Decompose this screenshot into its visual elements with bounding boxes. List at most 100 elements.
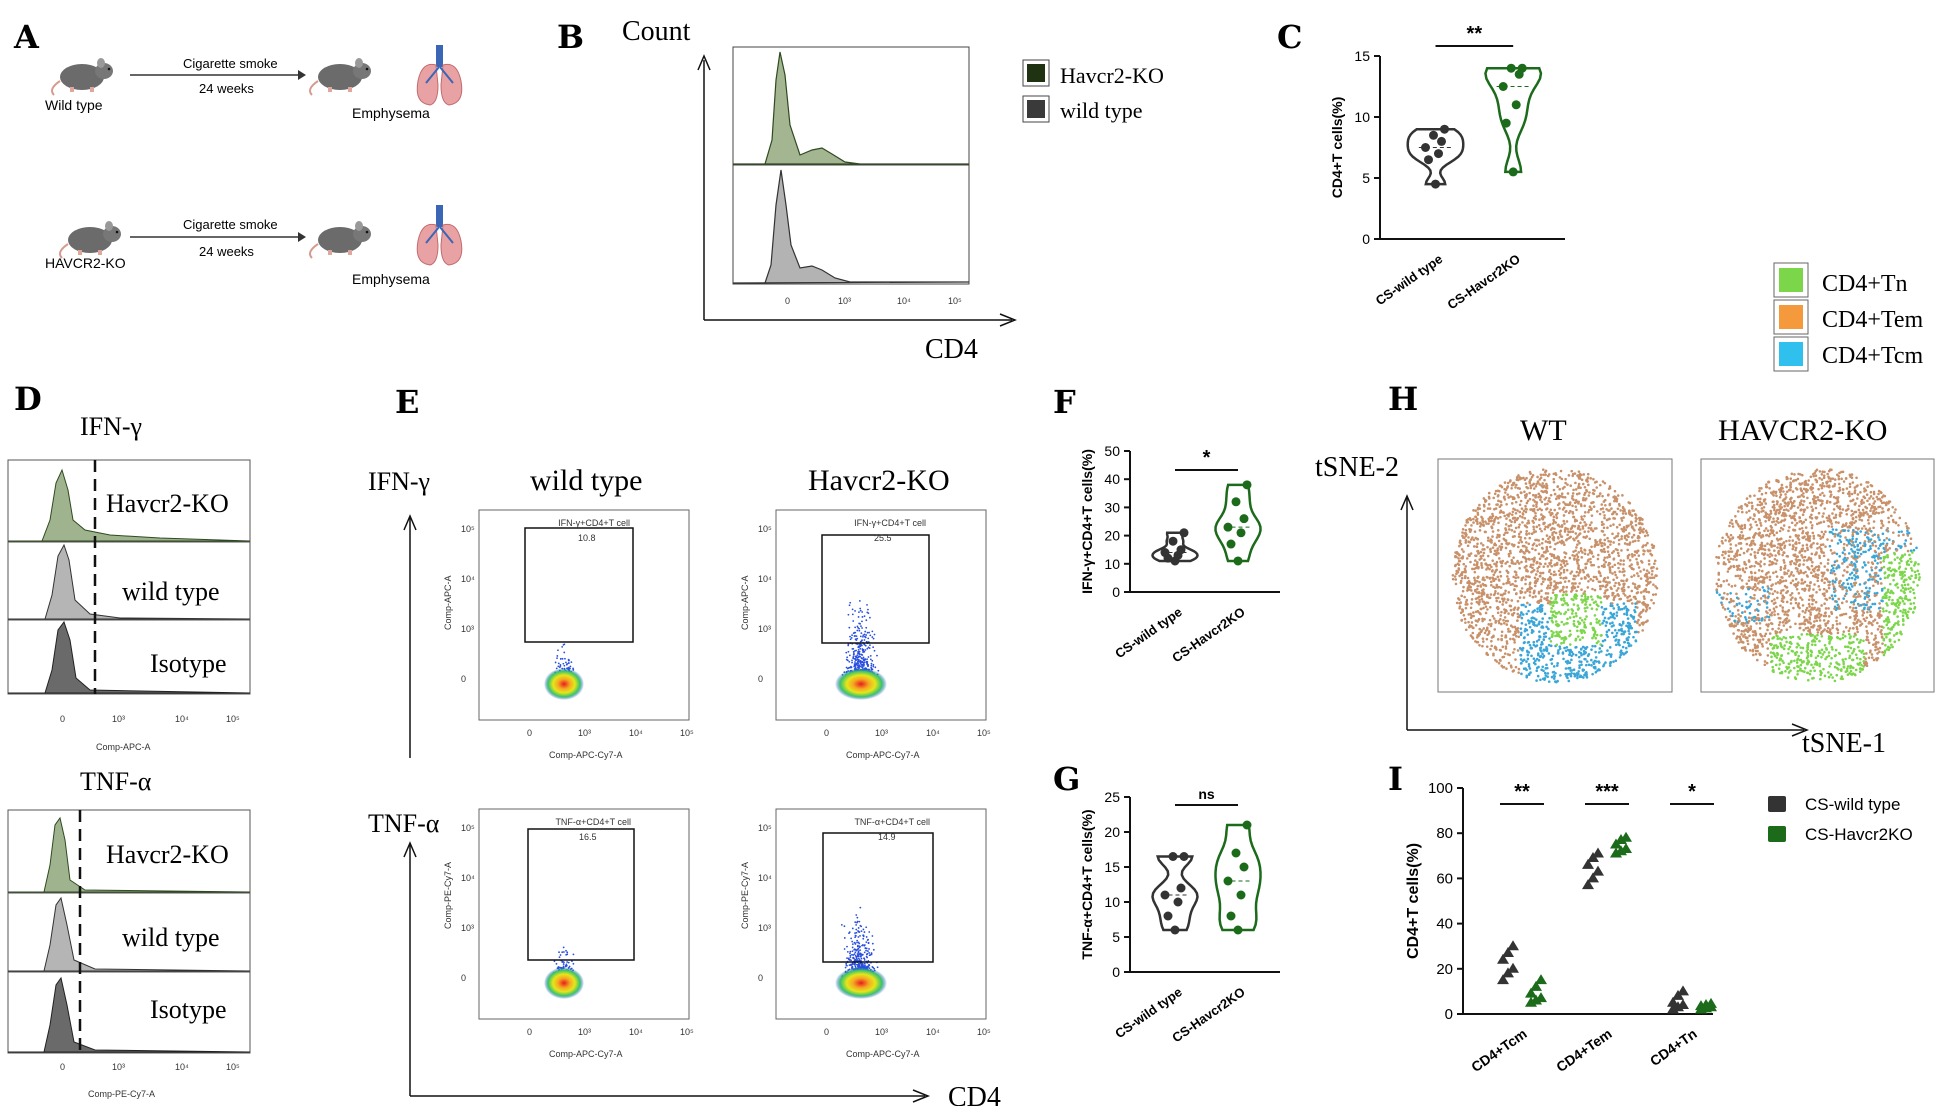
tsne-cell (1554, 615, 1557, 619)
tsne-cell (1647, 549, 1650, 553)
flow-event (563, 651, 566, 654)
y-tick-label: 10⁴ (461, 574, 475, 584)
violin-havcr2ko (1214, 823, 1262, 932)
tsne-cell (1537, 591, 1541, 595)
tsne-cell (1610, 587, 1613, 591)
tsne-cell (1640, 611, 1643, 614)
tsne-cell (1599, 596, 1602, 600)
tsne-cell (1505, 667, 1508, 670)
tsne-cell (1623, 542, 1627, 545)
tsne-cell (1481, 619, 1484, 623)
flow-event (843, 925, 846, 928)
tsne-cell (1581, 636, 1584, 639)
flow-event (856, 921, 858, 924)
tsne2-label: tSNE-2 (1315, 452, 1399, 483)
flow-event (854, 659, 857, 662)
tsne-cell (1541, 580, 1545, 583)
flow-event (860, 657, 863, 660)
data-point (1176, 545, 1186, 555)
tsne-cell (1579, 547, 1583, 550)
tsne-cell (1574, 646, 1577, 649)
tsne-cell (1627, 524, 1630, 528)
tsne-cell (1615, 589, 1619, 592)
tsne-cell (1559, 495, 1563, 498)
tsne-cell (1605, 620, 1608, 624)
data-point (1231, 848, 1241, 858)
tsne-cell (1485, 645, 1489, 648)
tsne-cell (1556, 555, 1560, 558)
tsne-cell (1598, 647, 1602, 650)
tsne-cell (1562, 561, 1566, 565)
tsne-cell (1503, 487, 1506, 491)
tsne-cell (1543, 671, 1547, 675)
tsne-cell (1497, 619, 1500, 623)
flow-event (857, 658, 860, 661)
tsne-cell (1588, 537, 1592, 541)
tsne-cell (1571, 553, 1574, 557)
tsne-cell (1574, 499, 1578, 502)
tsne-cell (1591, 636, 1594, 640)
tsne-cell (1537, 638, 1541, 641)
y-tick-label: 15 (1354, 48, 1370, 64)
tsne-cell (1576, 608, 1580, 611)
tsne-cell (1559, 576, 1563, 580)
tsne-cell (1604, 624, 1608, 627)
tsne-cell (1518, 596, 1522, 599)
tsne-cell (1625, 578, 1629, 581)
tsne-cell (1507, 627, 1510, 631)
ifn-hist-wild-type (8, 543, 251, 620)
tsne-cell (1520, 611, 1523, 615)
y-axis-label: Comp-PE-Cy7-A (443, 862, 453, 929)
x-tick-label: 10³ (578, 1027, 591, 1037)
flow-event (854, 638, 857, 641)
tsne-cell (1613, 517, 1617, 520)
tsne-cell (1598, 492, 1602, 495)
tsne-cell (1504, 601, 1508, 604)
tsne-cell (1577, 551, 1581, 554)
tsne-cell (1458, 605, 1462, 608)
tsne-cell (1591, 587, 1594, 591)
tsne-cell (1566, 562, 1569, 566)
tsne-cell (1584, 566, 1588, 569)
tsne-cell (1460, 572, 1464, 575)
tsne-cell (1500, 610, 1503, 614)
tsne-cell (1543, 498, 1546, 501)
tsne-cell (1609, 543, 1612, 546)
tsne-cell (1486, 576, 1489, 579)
flow-event (854, 631, 857, 634)
tsne-cell (1481, 548, 1484, 551)
flow-event (563, 951, 565, 953)
flow-event (859, 643, 862, 646)
tsne-cell (1483, 558, 1486, 562)
tsne-cell (1478, 525, 1482, 528)
tsne-cell (1539, 643, 1543, 646)
tsne-cell (1590, 563, 1593, 567)
tsne-cell (1474, 554, 1478, 558)
panel-letter-d: D (14, 380, 42, 418)
tsne-cell (1585, 488, 1588, 492)
tsne-cell (1610, 602, 1614, 605)
tsne-cell (1472, 582, 1476, 586)
tsne-cell (1521, 515, 1524, 519)
tsne-cell (1593, 659, 1597, 663)
tsne-cell (1550, 675, 1554, 679)
tsne-cell (1564, 552, 1568, 555)
tsne-cell (1594, 575, 1598, 579)
flow-event (864, 644, 867, 647)
mouse-icon (59, 220, 122, 259)
legend-cd4-tcm: CD4+Tcm (1822, 343, 1924, 369)
tsne-cell (1496, 549, 1499, 552)
weeks-label: 24 weeks (199, 244, 254, 259)
flow-event (857, 648, 860, 651)
tsne-cell (1513, 632, 1517, 636)
tsne-cell (1491, 512, 1494, 516)
tsne-cell (1519, 499, 1523, 503)
tsne-cell (1476, 542, 1479, 546)
tsne-cell (1495, 585, 1499, 589)
flow-event (858, 611, 860, 614)
flow-event (857, 626, 859, 629)
legend-swatch-tem (1779, 305, 1803, 329)
tsne-cell (1522, 667, 1526, 671)
tsne-cell (1597, 494, 1601, 498)
tsne-cell (1627, 629, 1630, 633)
